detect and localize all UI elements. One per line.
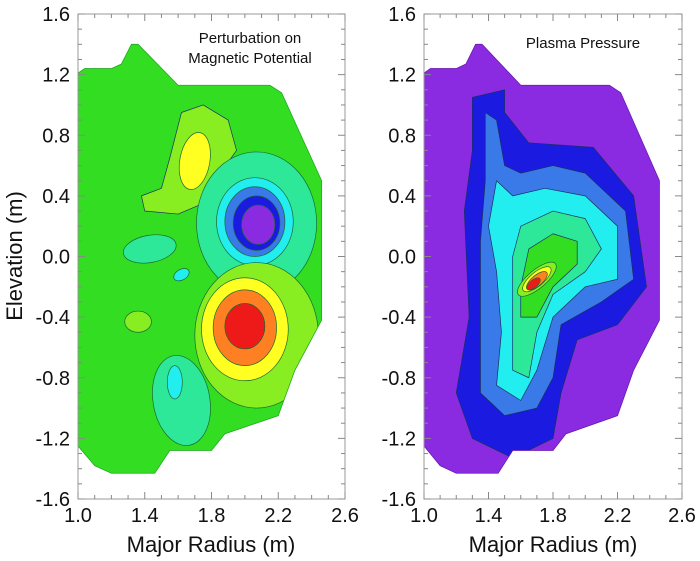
x-tick-label: 2.2 bbox=[604, 505, 632, 527]
contour-level bbox=[178, 132, 211, 190]
y-axis-label: Elevation (m) bbox=[2, 191, 27, 321]
boundary-outline bbox=[423, 43, 660, 474]
y-tick-label: 0.0 bbox=[388, 247, 416, 269]
x-tick-label: 1.4 bbox=[475, 505, 503, 527]
contour-level bbox=[166, 365, 183, 400]
x-axis-label-left: Major Radius (m) bbox=[127, 532, 296, 557]
y-tick-label: 0.0 bbox=[42, 247, 70, 269]
y-tick-label: 0.8 bbox=[388, 125, 416, 147]
contours bbox=[455, 89, 647, 459]
plot-title-line1: Perturbation on bbox=[199, 30, 302, 47]
y-tick-label: -1.2 bbox=[382, 428, 416, 450]
x-tick-label: 2.2 bbox=[264, 505, 292, 527]
y-tick-label: -0.4 bbox=[382, 307, 416, 329]
plot-magnetic-potential: 1.0 1.4 1.8 2.2 2.6 1.6 1.2 0.8 0.4 0.0 -0.4 -0.8 -1… bbox=[36, 4, 359, 527]
x-tick-label: 1.4 bbox=[131, 505, 159, 527]
y-tick-label: 1.6 bbox=[388, 4, 416, 26]
x-tick-label: 1.0 bbox=[64, 505, 92, 527]
y-tick-label: -1.6 bbox=[382, 489, 416, 511]
y-tick-label: 0.8 bbox=[42, 125, 70, 147]
boundary-outline bbox=[77, 43, 323, 474]
contour-maximum bbox=[526, 277, 541, 291]
plot-title: Plasma Pressure bbox=[526, 35, 640, 52]
plot-title-line2: Magnetic Potential bbox=[188, 50, 311, 67]
contour-level bbox=[123, 234, 177, 264]
y-tick-label: 1.2 bbox=[42, 65, 70, 87]
y-tick-label: -0.8 bbox=[36, 368, 70, 390]
y-tick-label: -1.6 bbox=[36, 489, 70, 511]
x-tick-label: 1.8 bbox=[198, 505, 226, 527]
y-tick-label: 0.4 bbox=[388, 186, 416, 208]
y-tick-label: 1.2 bbox=[388, 65, 416, 87]
x-axis-label-right: Major Radius (m) bbox=[469, 532, 638, 557]
y-tick-label: 1.6 bbox=[42, 4, 70, 26]
contour-level bbox=[173, 268, 190, 282]
contour-minimum bbox=[241, 204, 276, 245]
contours bbox=[123, 104, 319, 446]
plot-plasma-pressure: 1.0 1.4 1.8 2.2 2.6 1.6 1.2 0.8 0.4 0.0 -0.4 -0.8 -1… bbox=[382, 4, 696, 527]
x-tick-label: 2.6 bbox=[331, 505, 359, 527]
contour-level bbox=[152, 355, 211, 446]
contour-level bbox=[124, 310, 152, 333]
x-tick-label: 1.0 bbox=[410, 505, 438, 527]
y-tick-label: -1.2 bbox=[36, 428, 70, 450]
x-tick-label: 1.8 bbox=[539, 505, 567, 527]
y-tick-label: -0.4 bbox=[36, 307, 70, 329]
y-tick-label: -0.8 bbox=[382, 368, 416, 390]
contour-maximum bbox=[224, 303, 266, 350]
y-tick-label: 0.4 bbox=[42, 186, 70, 208]
x-tick-label: 2.6 bbox=[668, 505, 696, 527]
